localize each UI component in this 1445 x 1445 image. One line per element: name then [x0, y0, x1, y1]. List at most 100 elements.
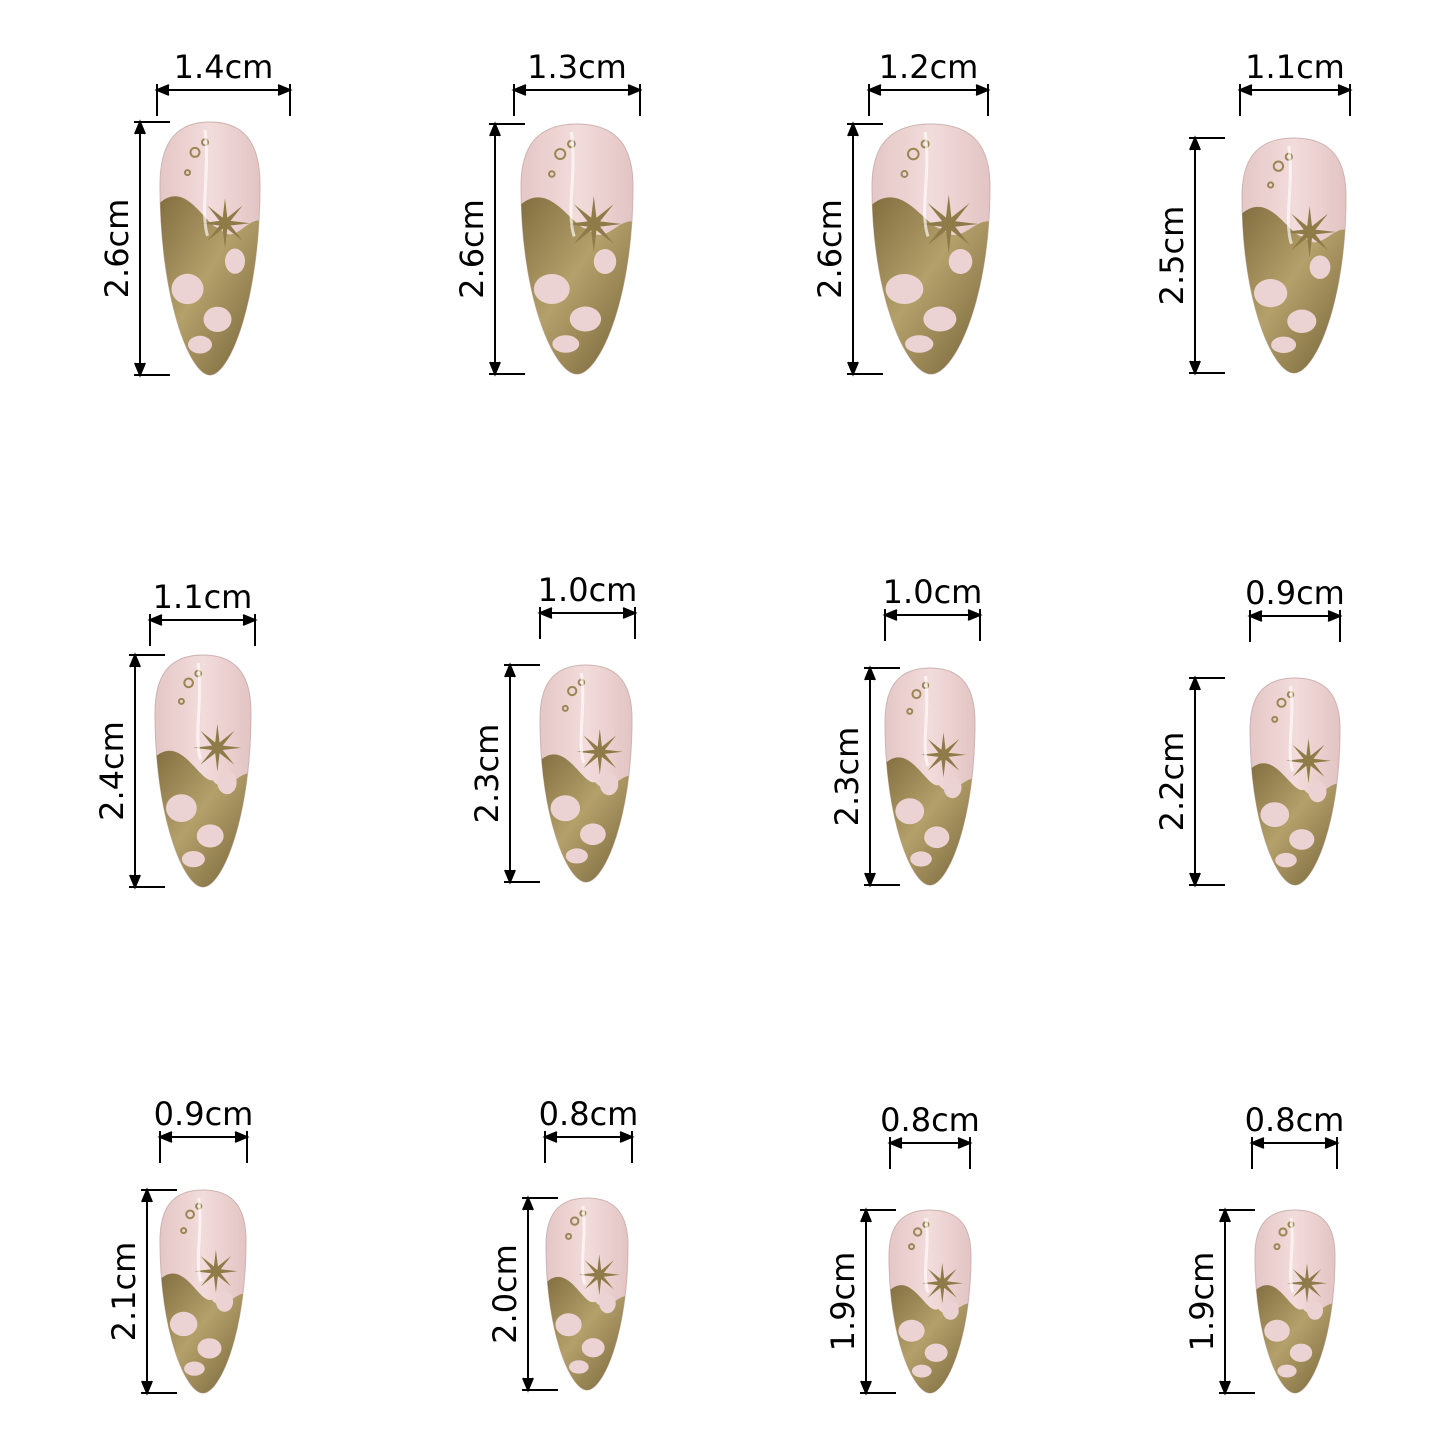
width-dimension-lines	[147, 614, 258, 646]
star-decoration	[1287, 1263, 1327, 1304]
width-dimension-lines	[1237, 84, 1353, 116]
pattern-gap	[533, 274, 570, 304]
star-decoration	[921, 732, 966, 778]
gloss-highlight	[1286, 145, 1293, 245]
dot-decoration	[911, 688, 922, 700]
dot-decoration	[570, 1216, 580, 1226]
pattern-gap	[203, 306, 232, 332]
gloss-highlight	[579, 672, 586, 764]
pattern-gap	[1287, 309, 1317, 334]
width-dimension-lines	[511, 84, 643, 116]
width-label: 0.8cm	[880, 1101, 980, 1139]
length-label: 2.1cm	[105, 1242, 143, 1342]
length-dimension-lines	[1189, 675, 1225, 888]
width-label: 1.1cm	[1245, 48, 1345, 86]
length-label: 2.3cm	[828, 727, 866, 827]
nail-diagram: 1.4cm 2.6cm	[98, 48, 293, 378]
star-decoration	[565, 196, 622, 252]
width-label: 1.2cm	[879, 48, 979, 86]
length-label: 2.6cm	[98, 199, 136, 299]
pattern-gap	[895, 798, 925, 825]
pattern-gap	[905, 335, 934, 353]
pattern-gap	[898, 1319, 925, 1342]
length-label: 1.9cm	[824, 1252, 862, 1352]
dot-decoration	[1273, 1243, 1281, 1251]
dot-decoration	[1276, 697, 1287, 708]
width-label: 0.9cm	[154, 1095, 254, 1133]
width-dimension-lines	[1249, 1137, 1340, 1169]
nail-art	[521, 131, 633, 374]
dot-decoration	[189, 146, 201, 158]
width-dimension-lines	[542, 1131, 635, 1163]
dot-decoration	[1267, 181, 1275, 189]
length-dimension-lines	[1189, 135, 1225, 376]
dot-decoration	[183, 677, 194, 689]
pattern-gap	[184, 1361, 205, 1376]
length-dimension-lines	[1219, 1207, 1255, 1396]
gloss-highlight	[581, 1205, 587, 1285]
gloss-highlight	[569, 131, 576, 237]
nail-diagram: 0.9cm 2.1cm	[105, 1095, 254, 1396]
width-label: 0.9cm	[1245, 574, 1345, 612]
width-dimension-lines	[882, 609, 983, 641]
dot-decoration	[913, 1227, 923, 1237]
gloss-highlight	[923, 131, 930, 237]
pattern-gap	[552, 335, 580, 353]
nail-diagram: 1.0cm 2.3cm	[828, 573, 983, 888]
pattern-gap	[215, 1291, 234, 1312]
width-label: 1.0cm	[883, 573, 983, 611]
dot-decoration	[1272, 160, 1285, 172]
dot-decoration	[180, 1227, 188, 1235]
gold-pattern	[1242, 206, 1346, 373]
gloss-highlight	[1289, 1217, 1295, 1293]
pattern-gap	[181, 851, 205, 868]
pattern-gap	[1289, 1343, 1313, 1362]
pattern-gap	[910, 851, 932, 867]
dot-decoration	[1271, 715, 1279, 723]
length-dimension-lines	[134, 119, 170, 378]
width-dimension-lines	[887, 1137, 973, 1169]
star-decoration	[921, 1262, 963, 1304]
gloss-highlight	[923, 675, 930, 767]
pattern-gap	[171, 273, 204, 305]
dot-decoration	[561, 704, 569, 712]
dot-decoration	[906, 707, 914, 715]
length-label: 2.6cm	[453, 199, 491, 299]
length-label: 2.2cm	[1153, 732, 1191, 832]
dot-decoration	[906, 147, 920, 161]
pattern-gap	[550, 795, 581, 822]
pattern-gap	[569, 306, 602, 332]
gold-pattern	[872, 197, 990, 374]
pattern-gap	[188, 335, 212, 354]
dot-decoration	[177, 697, 185, 705]
nail-diagram: 0.8cm 1.9cm	[824, 1101, 980, 1396]
length-label: 2.0cm	[486, 1244, 524, 1344]
nail-diagram: 1.2cm 2.6cm	[811, 48, 991, 377]
pattern-gap	[593, 249, 617, 274]
width-label: 1.0cm	[538, 571, 638, 609]
nail-art	[160, 129, 260, 375]
length-label: 2.4cm	[93, 721, 131, 821]
pattern-gap	[1289, 829, 1315, 850]
pattern-gap	[911, 1364, 932, 1378]
dot-decoration	[548, 170, 556, 178]
gold-pattern	[160, 196, 260, 375]
star-decoration	[919, 194, 979, 254]
pattern-gap	[885, 274, 924, 304]
star-decoration	[578, 1254, 620, 1296]
dot-decoration	[565, 1232, 573, 1240]
pattern-gap	[599, 773, 619, 796]
length-label: 1.9cm	[1183, 1252, 1221, 1352]
length-dimension-lines	[847, 121, 883, 377]
pattern-gap	[948, 249, 973, 274]
gloss-highlight	[924, 1217, 930, 1293]
length-dimension-lines	[522, 1195, 558, 1393]
star-decoration	[1283, 206, 1336, 258]
width-label: 1.4cm	[174, 48, 274, 86]
nail-art	[1242, 145, 1346, 373]
width-dimension-lines	[866, 84, 991, 116]
pattern-gap	[943, 776, 962, 799]
width-dimension-lines	[157, 1131, 250, 1163]
gloss-highlight	[203, 129, 209, 237]
